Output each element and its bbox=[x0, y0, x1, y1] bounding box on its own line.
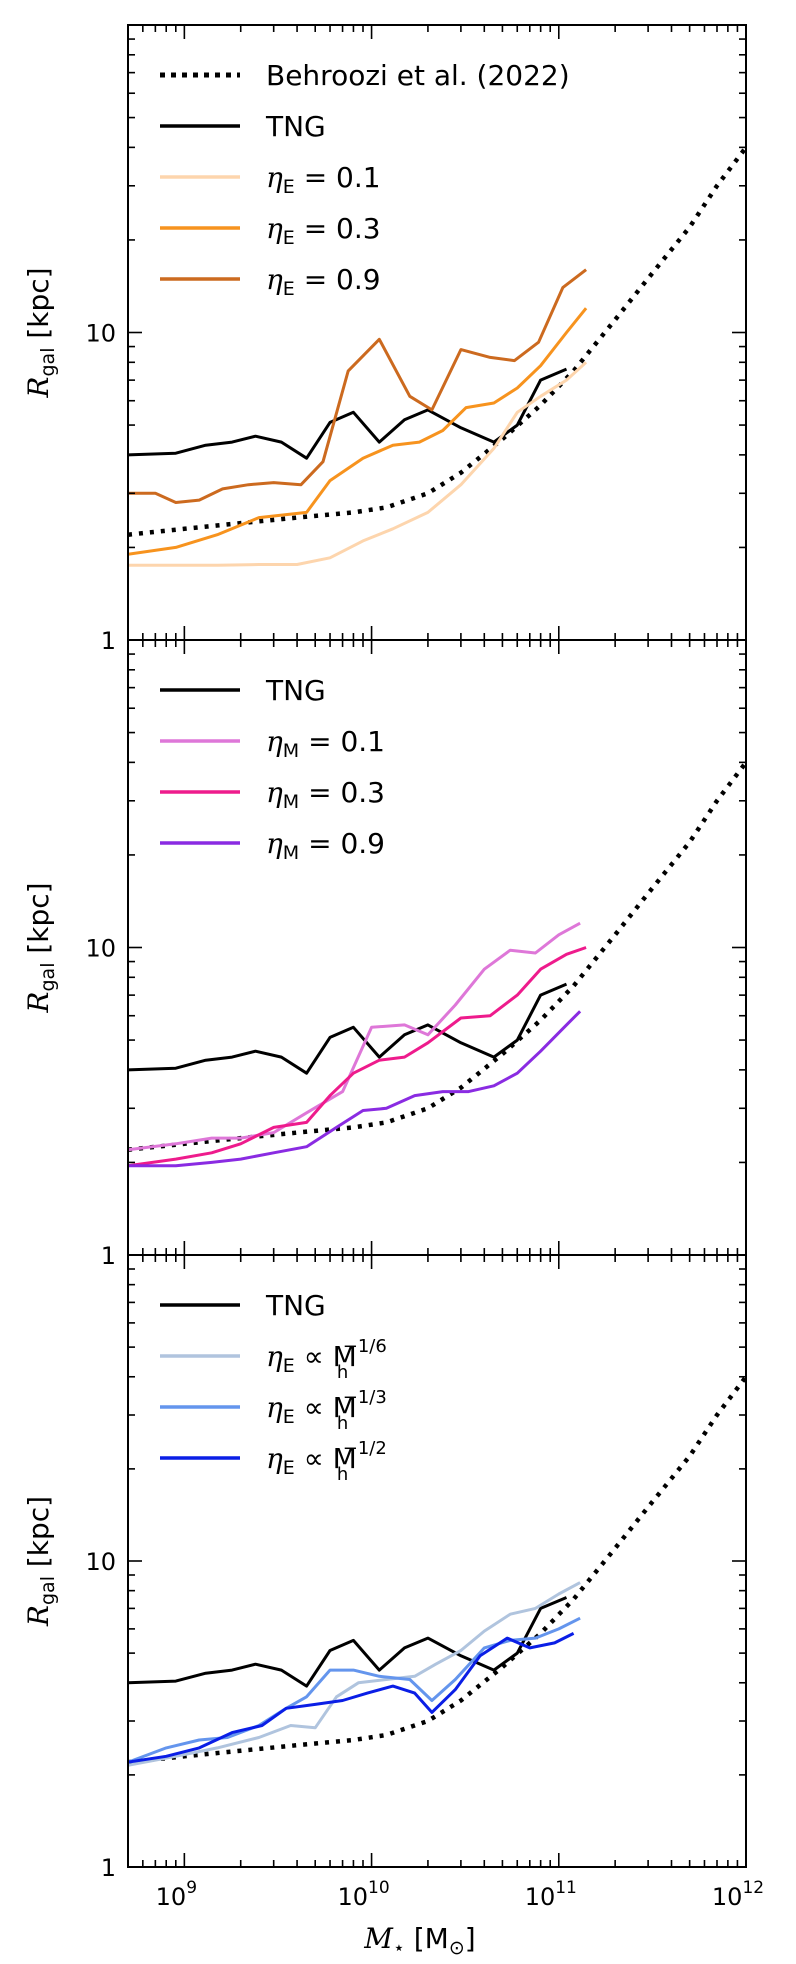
legend-entry: ηE ∝ M−1/3 h bbox=[266, 1387, 387, 1434]
legend: TNG ηM = 0.1 ηM = 0.3 ηM = 0.9 bbox=[160, 674, 385, 864]
series-line bbox=[128, 946, 587, 1168]
x-tick-label: 1011 bbox=[525, 1878, 577, 1911]
series-line bbox=[128, 982, 568, 1075]
legend-entry: ηE = 0.3 bbox=[266, 212, 381, 249]
legend-entry: TNG bbox=[265, 110, 326, 143]
y-axis-label: Rgal [kpc] bbox=[22, 882, 59, 1013]
legend: TNG ηE ∝ M−1/6 hηE ∝ M−1/3 hηE ∝ M−1/2 h bbox=[160, 1289, 387, 1485]
y-tick-label: 1 bbox=[101, 627, 116, 655]
series-line bbox=[128, 1596, 568, 1688]
series-line bbox=[128, 367, 568, 460]
legend-entry: Behroozi et al. (2022) bbox=[266, 59, 570, 92]
legend-entry: ηE = 0.9 bbox=[266, 263, 381, 300]
y-tick-label: 10 bbox=[85, 935, 116, 963]
series-line bbox=[128, 1010, 582, 1168]
y-tick-label: 10 bbox=[85, 1548, 116, 1576]
series-line bbox=[128, 1632, 575, 1764]
x-tick-label: 1010 bbox=[337, 1878, 389, 1911]
panel-top: 1 10 Rgal [kpc] Behroozi et al. (2022) TNG ηE… bbox=[22, 24, 747, 655]
legend-entry: TNG bbox=[265, 1289, 326, 1322]
panel-bottom: 1 10 Rgal [kpc] TNG ηE ∝ M−1/6 hηE ∝ M−1/3 hηE… bbox=[22, 1254, 747, 1882]
series-line bbox=[128, 921, 581, 1152]
series-group bbox=[128, 1375, 746, 1767]
legend: Behroozi et al. (2022) TNG ηE = 0.1 ηE = 0.… bbox=[160, 59, 570, 300]
series-line bbox=[128, 146, 746, 537]
legend-entry: ηM = 0.3 bbox=[266, 776, 385, 813]
y-axis-label: Rgal [kpc] bbox=[22, 267, 59, 398]
series-group bbox=[128, 761, 746, 1168]
y-tick-label: 10 bbox=[85, 320, 116, 348]
legend-entry: TNG bbox=[265, 674, 326, 707]
legend-entry: ηE = 0.1 bbox=[266, 161, 381, 198]
y-axis-label: Rgal [kpc] bbox=[22, 1496, 59, 1627]
legend-entry: ηM = 0.1 bbox=[266, 725, 385, 762]
series-line bbox=[128, 1581, 581, 1767]
x-axis-label: M⋆ [M⊙] bbox=[363, 1922, 475, 1959]
axes-frame bbox=[127, 1254, 747, 1868]
series-line bbox=[128, 307, 588, 556]
legend-entry: ηM = 0.9 bbox=[266, 827, 385, 864]
series-line bbox=[128, 361, 588, 567]
series-line bbox=[128, 268, 588, 504]
x-tick-label: 109 bbox=[156, 1878, 197, 1911]
series-group bbox=[128, 146, 746, 567]
series-line bbox=[128, 1375, 746, 1765]
panel-middle: 1 10 Rgal [kpc] TNG ηM = 0.1 ηM = 0.3 ηM = 0.9 bbox=[22, 639, 747, 1270]
y-tick-label: 1 bbox=[101, 1242, 116, 1270]
x-tick-label: 1012 bbox=[712, 1878, 764, 1911]
legend-entry: ηE ∝ M−1/2 h bbox=[266, 1438, 387, 1485]
legend-entry: ηE ∝ M−1/6 h bbox=[266, 1336, 387, 1383]
axes-frame bbox=[127, 24, 747, 641]
y-tick-label: 1 bbox=[101, 1854, 116, 1882]
